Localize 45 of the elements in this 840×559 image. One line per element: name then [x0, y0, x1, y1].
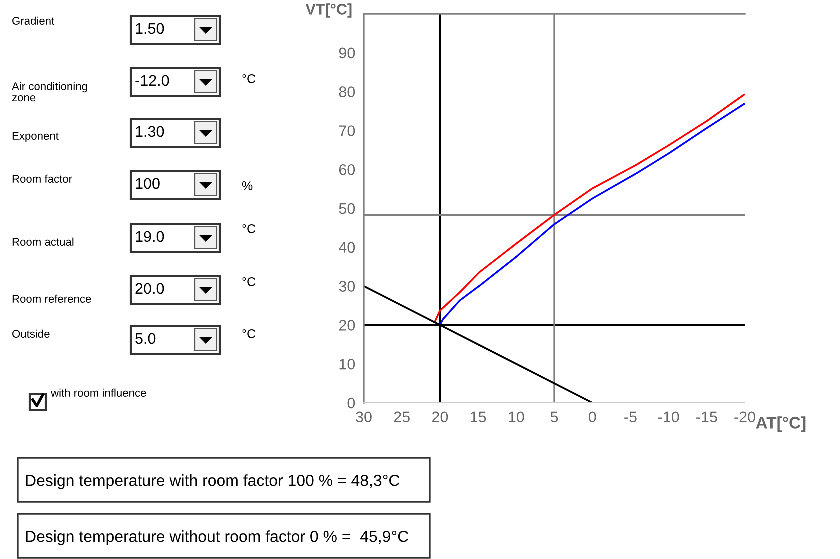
x-tick-label: 5: [550, 412, 558, 423]
x-tick-label: -5: [624, 412, 637, 423]
y-tick-label: 60: [339, 164, 356, 176]
x-tick-label: 15: [470, 412, 486, 423]
text: 20.0: [136, 283, 164, 294]
y-tick-label: 50: [339, 203, 356, 214]
y-tick-label: 20: [339, 320, 356, 331]
text: Air conditioning zone: [12, 82, 88, 102]
text: Room factor: [12, 174, 72, 183]
y-axis-title: VT[°C]: [306, 4, 352, 18]
text: 5.0: [136, 333, 156, 344]
text: 1.50: [136, 23, 164, 34]
y-tick-label: 40: [339, 242, 356, 254]
text: °C: [242, 330, 256, 338]
y-tick-label: 0: [348, 398, 356, 409]
x-tick-label: 20: [432, 412, 448, 423]
text: Design temperature without room factor 0 % = 45,9°C: [26, 530, 409, 546]
text: %: [242, 182, 253, 190]
text: Outside: [12, 330, 50, 338]
text: °C: [242, 224, 256, 234]
text: °C: [242, 74, 256, 84]
x-tick-label: -20: [734, 412, 756, 423]
x-tick-label: -10: [658, 412, 680, 423]
x-tick-label: 10: [509, 412, 524, 423]
y-tick-label: 30: [339, 281, 356, 292]
text: Room reference: [12, 294, 92, 303]
x-tick-label: 0: [588, 412, 596, 423]
x-tick-label: -15: [696, 412, 718, 423]
text: Exponent: [12, 132, 59, 142]
text: with room influence: [50, 388, 146, 397]
text: Room actual: [12, 238, 74, 246]
y-tick-label: 80: [339, 86, 356, 98]
text: -12.0: [136, 75, 170, 86]
text: Design temperature with room factor 100 % = 48,3°C: [26, 474, 400, 490]
y-tick-label: 70: [339, 126, 356, 136]
text: Gradient: [12, 16, 55, 25]
y-tick-label: 10: [340, 358, 356, 370]
text: 100: [136, 178, 160, 190]
x-tick-label: 30: [356, 412, 372, 423]
x-axis-title: AT[°C]: [756, 416, 806, 432]
text: 19.0: [136, 231, 164, 242]
x-tick-label: 25: [394, 412, 410, 423]
text: °C: [242, 278, 256, 286]
y-tick-label: 90: [339, 48, 356, 59]
text: 1.30: [136, 126, 164, 138]
